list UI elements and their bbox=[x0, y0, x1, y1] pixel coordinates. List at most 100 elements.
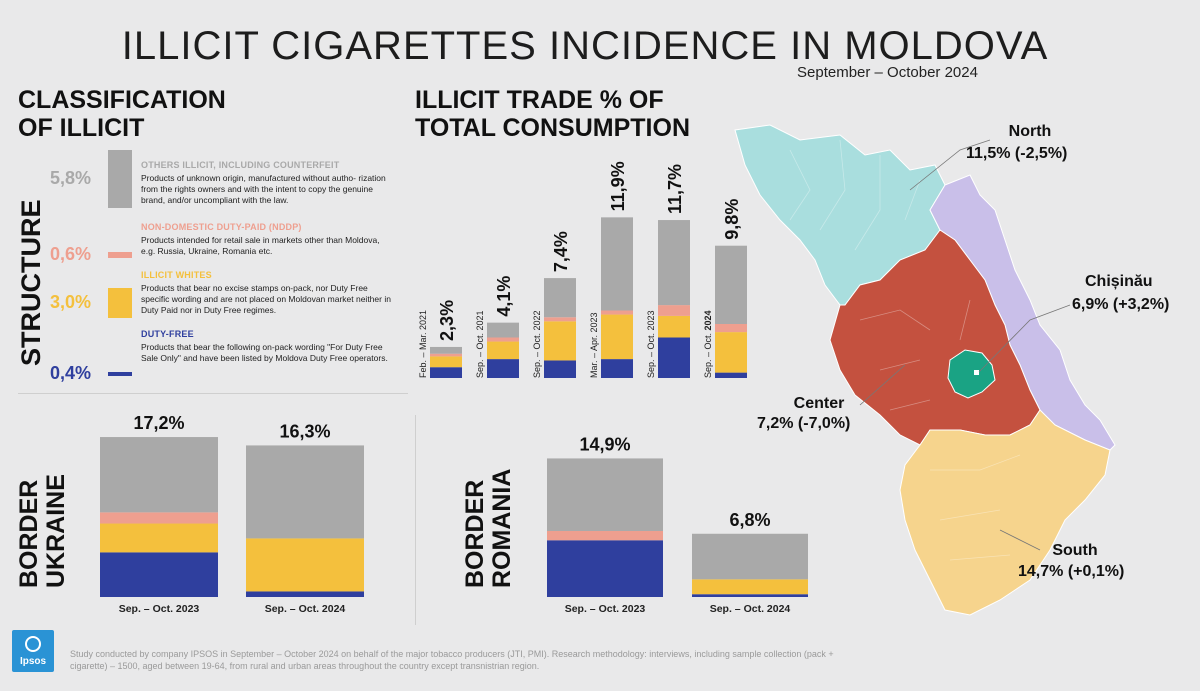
map-leader-lines bbox=[859, 139, 1071, 551]
romania-chart-bar-seg-1-1 bbox=[692, 579, 808, 595]
trend-bar-seg-1-0 bbox=[487, 359, 519, 378]
trend-bar-seg-5-2 bbox=[715, 324, 747, 333]
trend-bar-seg-5-1 bbox=[715, 332, 747, 373]
legend-pct-0: 5,8% bbox=[50, 168, 92, 188]
ukraine-chart-value-label-1: 16,3% bbox=[279, 421, 330, 441]
trend-category-label-4: Sep. – Oct. 2023 bbox=[646, 310, 656, 378]
trend-bar-seg-2-2 bbox=[544, 317, 576, 322]
trend-value-label-5: 9,8% bbox=[722, 199, 742, 240]
romania-chart-value-label-0: 14,9% bbox=[579, 434, 630, 454]
trend-value-label-4: 11,7% bbox=[665, 164, 685, 214]
border-romania-label: BORDER ROMANIA bbox=[461, 468, 516, 588]
legend-pct-2: 3,0% bbox=[50, 292, 92, 312]
legend-swatch-2 bbox=[108, 288, 132, 318]
ukraine-chart-bar-seg-0-1 bbox=[100, 523, 218, 553]
legend-title-3: DUTY-FREE bbox=[141, 329, 194, 339]
trend-bar-chart: 2,3% Feb. – Mar. 2021 4,1% Sep. – Oct. 2021… bbox=[418, 161, 747, 378]
trend-bar-seg-3-2 bbox=[601, 310, 633, 315]
trend-category-label-3: Mar. – Apr. 2023 bbox=[589, 312, 599, 378]
divider-vertical bbox=[415, 415, 416, 625]
trend-bar-seg-4-0 bbox=[658, 337, 690, 378]
trend-category-label-0: Feb. – Mar. 2021 bbox=[418, 310, 428, 378]
moldova-map bbox=[734, 124, 1116, 616]
trend-bar-seg-1-2 bbox=[487, 337, 519, 342]
legend-swatch-3 bbox=[108, 372, 132, 376]
ukraine-chart-value-label-0: 17,2% bbox=[133, 413, 184, 433]
region-center-name: Center bbox=[793, 395, 845, 412]
trend-bar-seg-1-3 bbox=[487, 322, 519, 338]
legend-desc-2: Products that bear no excise stamps on-p… bbox=[141, 283, 391, 315]
border-romania-chart: 14,9% Sep. – Oct. 2023 6,8% Sep. – Oct. 202… bbox=[547, 434, 808, 615]
romania-chart-bar-seg-0-0 bbox=[547, 540, 663, 597]
map-region-center bbox=[829, 229, 1041, 446]
region-chisinau-value: 6,9% (+3,2%) bbox=[1072, 296, 1170, 313]
ukraine-chart-category-label-0: Sep. – Oct. 2023 bbox=[119, 603, 200, 615]
legend-title-1: NON-DOMESTIC DUTY-PAID (NDDP) bbox=[141, 222, 302, 232]
ipsos-logo-mark bbox=[25, 636, 41, 652]
map-district-lines bbox=[789, 139, 1021, 561]
map-region-south bbox=[899, 409, 1111, 616]
ukraine-chart-bar-seg-1-1 bbox=[246, 538, 364, 592]
trend-heading: ILLICIT TRADE % OF TOTAL CONSUMPTION bbox=[415, 86, 690, 142]
trend-bar-seg-3-3 bbox=[601, 217, 633, 311]
trend-bar-seg-4-2 bbox=[658, 305, 690, 316]
legend-swatch-0 bbox=[108, 150, 132, 208]
region-south-name: South bbox=[1052, 542, 1098, 559]
border-ukraine-label: BORDER UKRAINE bbox=[15, 474, 70, 588]
legend-desc-3: Products that bear the following on-pack… bbox=[141, 342, 388, 363]
structure-label: STRUCTURE bbox=[16, 199, 46, 367]
page-subtitle: September – October 2024 bbox=[797, 64, 978, 81]
region-north-value: 11,5% (-2,5%) bbox=[966, 145, 1068, 162]
border-ukraine-chart: 17,2% Sep. – Oct. 2023 16,3% Sep. – Oct. 20… bbox=[100, 413, 364, 615]
classification-heading: CLASSIFICATION OF ILLICIT bbox=[18, 86, 226, 142]
romania-chart-bar-seg-0-2 bbox=[547, 530, 663, 541]
trend-bar-seg-4-3 bbox=[658, 220, 690, 306]
romania-chart-value-label-1: 6,8% bbox=[729, 510, 770, 530]
trend-value-label-2: 7,4% bbox=[551, 231, 571, 272]
romania-chart-bar-seg-1-3 bbox=[692, 533, 808, 580]
legend-pct-3: 0,4% bbox=[50, 363, 92, 383]
ukraine-chart-bar-seg-0-2 bbox=[100, 512, 218, 524]
trend-bar-seg-0-0 bbox=[430, 367, 462, 378]
trend-bar-seg-1-1 bbox=[487, 341, 519, 360]
ipsos-logo-text: Ipsos bbox=[19, 656, 47, 667]
trend-bar-seg-5-0 bbox=[715, 372, 747, 378]
trend-value-label-0: 2,3% bbox=[437, 300, 457, 341]
map-region-chisinau bbox=[947, 349, 996, 399]
trend-bar-seg-0-2 bbox=[430, 353, 462, 357]
divider-horizontal bbox=[18, 393, 408, 394]
trend-bar-seg-0-3 bbox=[430, 346, 462, 354]
ukraine-chart-bar-seg-1-3 bbox=[246, 445, 364, 539]
ipsos-logo: Ipsos bbox=[12, 630, 54, 672]
romania-chart-category-label-1: Sep. – Oct. 2024 bbox=[710, 603, 791, 615]
trend-bar-seg-5-3 bbox=[715, 245, 747, 324]
footnote: Study conducted by company IPSOS in Sept… bbox=[70, 649, 834, 671]
legend-title-0: OTHERS ILLICIT, INCLUDING COUNTERFEIT bbox=[141, 160, 340, 170]
legend-desc-1: Products intended for retail sale in mar… bbox=[141, 235, 380, 256]
legend-desc-0: Products of unknown origin, manufactured… bbox=[141, 173, 386, 205]
trend-value-label-3: 11,9% bbox=[608, 161, 628, 211]
trend-category-label-2: Sep. – Oct. 2022 bbox=[532, 310, 542, 378]
trend-value-label-1: 4,1% bbox=[494, 276, 514, 317]
region-center-value: 7,2% (-7,0%) bbox=[757, 415, 851, 432]
ukraine-chart-bar-seg-0-0 bbox=[100, 552, 218, 597]
romania-chart-category-label-0: Sep. – Oct. 2023 bbox=[565, 603, 646, 615]
romania-chart-bar-seg-0-3 bbox=[547, 458, 663, 531]
trend-category-label-5: Sep. – Oct. 2024 bbox=[703, 310, 713, 378]
chisinau-marker bbox=[974, 370, 979, 375]
legend-pct-1: 0,6% bbox=[50, 244, 92, 264]
region-chisinau-name: Chișinău bbox=[1085, 273, 1153, 290]
ukraine-chart-category-label-1: Sep. – Oct. 2024 bbox=[265, 603, 346, 615]
trend-bar-seg-2-1 bbox=[544, 321, 576, 361]
ukraine-chart-bar-seg-0-3 bbox=[100, 437, 218, 513]
trend-category-label-1: Sep. – Oct. 2021 bbox=[475, 310, 485, 378]
trend-bar-seg-3-1 bbox=[601, 314, 633, 360]
legend-swatch-1 bbox=[108, 252, 132, 258]
legend-title-2: ILLICIT WHITES bbox=[141, 270, 212, 280]
trend-bar-seg-0-1 bbox=[430, 356, 462, 368]
region-north-name: North bbox=[1008, 123, 1052, 140]
trend-bar-seg-4-1 bbox=[658, 315, 690, 338]
trend-bar-seg-2-3 bbox=[544, 278, 576, 318]
ukraine-chart-bar-seg-1-0 bbox=[246, 591, 364, 597]
romania-chart-bar-seg-1-0 bbox=[692, 594, 808, 597]
